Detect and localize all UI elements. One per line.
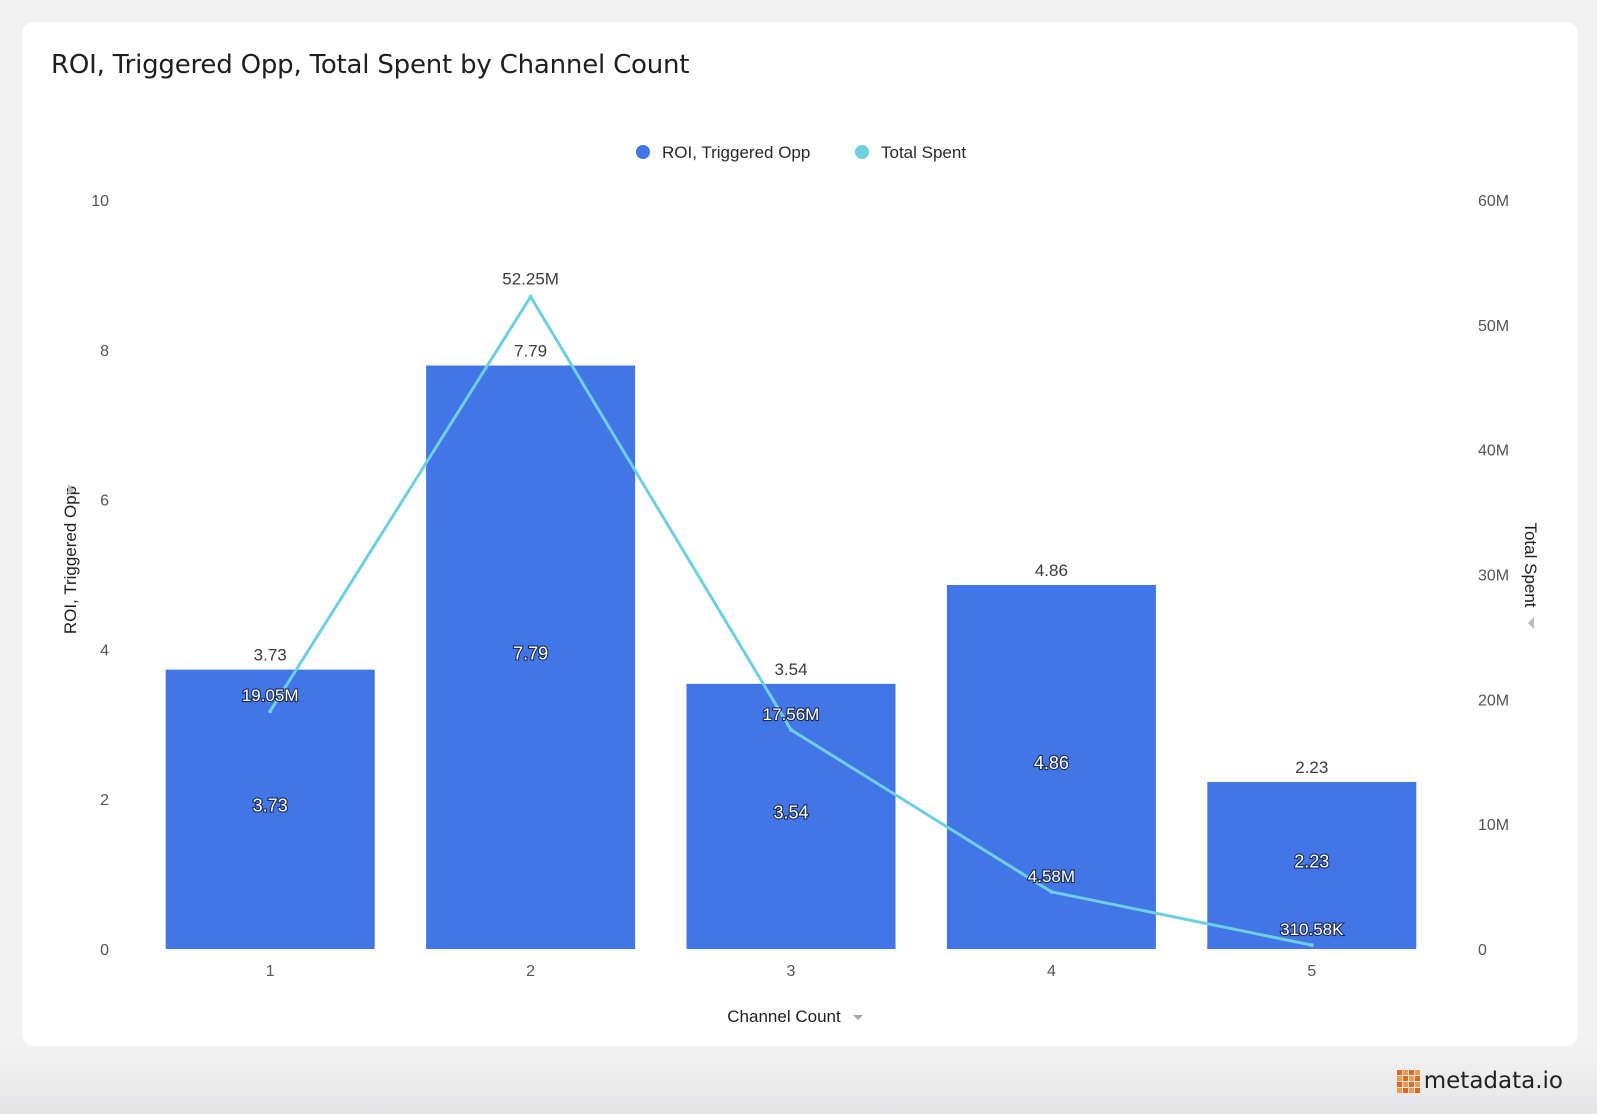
y-tick-label: 8: [100, 343, 109, 360]
x-tick-label: 1: [266, 963, 275, 980]
x-tick-label: 3: [787, 963, 796, 980]
y2-tick-label: 20M: [1478, 692, 1509, 709]
x-axis-title[interactable]: Channel Count: [727, 1007, 841, 1026]
line-label: 17.56M: [763, 705, 820, 724]
y-tick-label: 2: [100, 792, 109, 809]
bar-label-inside: 7.79: [513, 643, 548, 663]
bar-label-inside: 2.23: [1294, 851, 1329, 871]
bar-label-top: 3.54: [774, 660, 807, 679]
y-tick-label: 10: [91, 193, 109, 210]
line-label: 4.58M: [1028, 867, 1075, 886]
legend-item-total-spent-label[interactable]: Total Spent: [881, 143, 966, 162]
y2-tick-label: 60M: [1478, 193, 1509, 210]
bar-label-top: 2.23: [1295, 758, 1328, 777]
x-tick-label: 4: [1047, 963, 1056, 980]
bar-label-inside: 3.73: [253, 795, 288, 815]
bar-label-inside: 4.86: [1034, 753, 1069, 773]
y2-tick-label: 0: [1478, 942, 1487, 959]
line-point-3[interactable]: [789, 727, 793, 732]
metadata-logo-icon: [1396, 1069, 1420, 1093]
line-label: 19.05M: [242, 686, 299, 705]
y2-axis-caret-icon[interactable]: [1528, 617, 1534, 629]
y2-tick-label: 40M: [1478, 443, 1509, 460]
x-tick-label: 2: [526, 963, 535, 980]
line-label: 310.58K: [1280, 920, 1344, 939]
bar-label-top: 3.73: [254, 646, 287, 665]
footer-bar: metadata.io: [0, 1046, 1597, 1114]
bar-2[interactable]: [426, 365, 636, 949]
y-axis-title[interactable]: ROI, Triggered Opp: [61, 486, 80, 634]
y-tick-label: 0: [100, 942, 109, 959]
legend-item-roi-label[interactable]: ROI, Triggered Opp: [662, 143, 810, 162]
line-layer: [268, 294, 1314, 948]
bar-4[interactable]: [946, 584, 1156, 949]
bar-5[interactable]: [1207, 781, 1417, 949]
bar-label-top: 4.86: [1035, 561, 1068, 580]
line-label: 52.25M: [502, 270, 559, 289]
legend-item-total-spent-marker[interactable]: [855, 145, 869, 159]
y2-tick-label: 30M: [1478, 568, 1509, 585]
legend[interactable]: ROI, Triggered Opp Total Spent: [636, 143, 966, 162]
x-axis-caret-icon[interactable]: [853, 1015, 863, 1020]
bar-label-top: 7.79: [514, 342, 547, 361]
bar-label-inside: 3.54: [773, 802, 808, 822]
line-point-1[interactable]: [268, 709, 273, 714]
chart-title: ROI, Triggered Opp, Total Spent by Chann…: [51, 50, 690, 80]
y-tick-label: 4: [100, 642, 109, 659]
bars-layer: [165, 365, 1417, 949]
line-point-5[interactable]: [1309, 943, 1314, 948]
legend-item-roi-marker[interactable]: [636, 145, 650, 159]
line-point-4[interactable]: [1049, 889, 1054, 894]
y-axis-caret-icon[interactable]: [68, 484, 74, 496]
x-tick-label: 5: [1307, 963, 1316, 980]
axes-layer: 0 2 4 6 8 10 0 10M 20M 30M 40M 50M 60M 1 2 3 4 5 Channel C…: [61, 193, 1540, 1026]
y2-tick-label: 50M: [1478, 318, 1509, 335]
y2-axis-title[interactable]: Total Spent: [1521, 522, 1540, 607]
labels-layer: 3.73 3.73 7.79 7.79 3.54 3.54 4.86 4.86 2.23 2.23…: [241, 270, 1345, 940]
y2-tick-label: 10M: [1478, 817, 1509, 834]
line-point-2[interactable]: [528, 294, 533, 299]
brand-logo[interactable]: metadata.io: [1396, 1068, 1563, 1094]
brand-name: metadata.io: [1423, 1068, 1563, 1094]
bar-1[interactable]: [165, 669, 375, 949]
y-tick-label: 6: [100, 493, 109, 510]
